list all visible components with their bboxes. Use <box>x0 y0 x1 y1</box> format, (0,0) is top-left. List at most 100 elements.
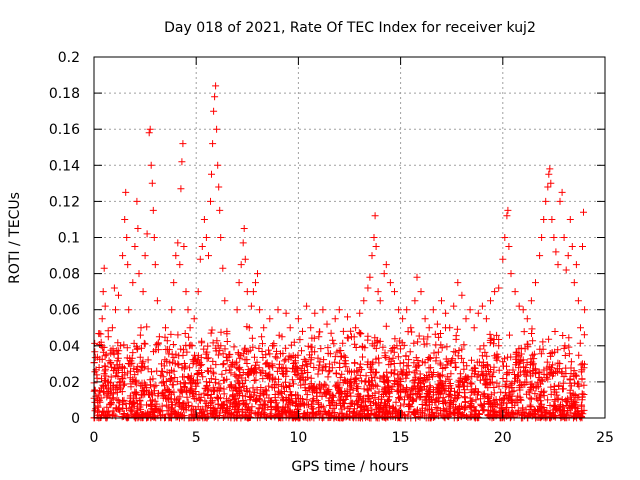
data-point <box>515 371 523 379</box>
data-point <box>434 387 442 395</box>
data-point <box>266 370 274 378</box>
data-point <box>499 358 507 366</box>
data-point <box>337 353 345 361</box>
data-point <box>516 395 524 403</box>
data-point <box>189 389 197 397</box>
data-point <box>450 302 458 310</box>
data-point <box>515 302 523 310</box>
data-point <box>447 370 455 378</box>
data-point <box>271 406 279 414</box>
data-point <box>287 391 295 398</box>
data-point <box>396 395 403 403</box>
data-point <box>383 398 391 405</box>
data-point <box>446 324 454 332</box>
data-point <box>252 397 260 405</box>
data-point <box>181 330 189 337</box>
data-point <box>394 353 402 361</box>
data-point <box>528 380 536 388</box>
data-point <box>157 371 165 379</box>
data-point <box>294 315 302 323</box>
data-point <box>194 379 202 387</box>
data-point <box>430 349 438 357</box>
data-point <box>171 374 179 381</box>
data-point <box>200 389 208 397</box>
data-point <box>184 398 192 406</box>
data-point <box>386 402 393 410</box>
data-point <box>574 409 582 417</box>
data-point <box>186 386 194 394</box>
data-point <box>572 261 580 269</box>
data-point <box>341 396 349 403</box>
data-point <box>130 402 138 410</box>
data-point <box>274 306 282 314</box>
data-point <box>535 374 543 381</box>
data-point <box>445 393 453 401</box>
data-point <box>420 335 428 343</box>
data-point <box>127 360 135 368</box>
data-point <box>409 409 417 417</box>
data-point <box>167 330 175 338</box>
data-point <box>503 212 511 220</box>
data-point <box>249 343 257 351</box>
data-point <box>220 390 228 398</box>
data-point <box>371 334 379 342</box>
y-tick-label: 0.12 <box>49 194 80 210</box>
data-point <box>112 412 120 420</box>
data-point <box>163 357 171 365</box>
data-point <box>425 393 433 401</box>
data-point <box>129 349 137 357</box>
data-point <box>227 381 235 389</box>
data-point <box>278 382 286 390</box>
data-point <box>376 374 384 382</box>
data-point <box>308 343 316 351</box>
data-point <box>410 369 418 377</box>
data-point <box>227 369 235 377</box>
data-point <box>579 243 586 250</box>
data-point <box>294 351 302 359</box>
data-point <box>344 334 352 342</box>
data-point <box>209 339 217 347</box>
data-point <box>368 374 375 382</box>
data-point <box>339 327 347 335</box>
data-point <box>549 361 557 369</box>
data-point <box>249 384 257 392</box>
data-point <box>252 279 259 287</box>
data-point <box>154 339 162 347</box>
data-point <box>481 363 489 371</box>
data-point <box>525 410 533 417</box>
data-point <box>464 413 472 421</box>
data-point <box>400 359 408 367</box>
data-point <box>324 373 332 381</box>
data-point <box>505 395 513 403</box>
data-point <box>466 394 474 402</box>
data-point <box>236 363 244 371</box>
data-point <box>478 403 486 411</box>
data-point <box>432 357 440 365</box>
data-point <box>313 389 321 397</box>
data-point <box>545 335 553 343</box>
data-point <box>505 243 513 250</box>
data-point <box>527 411 535 419</box>
data-point <box>534 383 542 391</box>
data-point <box>567 382 575 390</box>
data-point <box>239 397 247 404</box>
data-point <box>369 382 377 390</box>
data-point <box>308 405 316 413</box>
data-point <box>238 374 246 382</box>
data-point <box>373 338 381 346</box>
data-point <box>289 364 296 372</box>
data-point <box>375 395 383 403</box>
data-point <box>507 270 515 278</box>
data-point <box>558 188 566 196</box>
data-point <box>519 306 527 314</box>
data-point <box>114 373 122 380</box>
data-point <box>450 348 458 356</box>
data-point <box>410 410 418 418</box>
data-markers <box>90 82 589 422</box>
data-point <box>138 382 146 390</box>
data-point <box>91 368 99 376</box>
data-point <box>527 355 535 363</box>
data-point <box>243 388 251 396</box>
data-point <box>209 405 217 413</box>
data-point <box>570 372 578 380</box>
